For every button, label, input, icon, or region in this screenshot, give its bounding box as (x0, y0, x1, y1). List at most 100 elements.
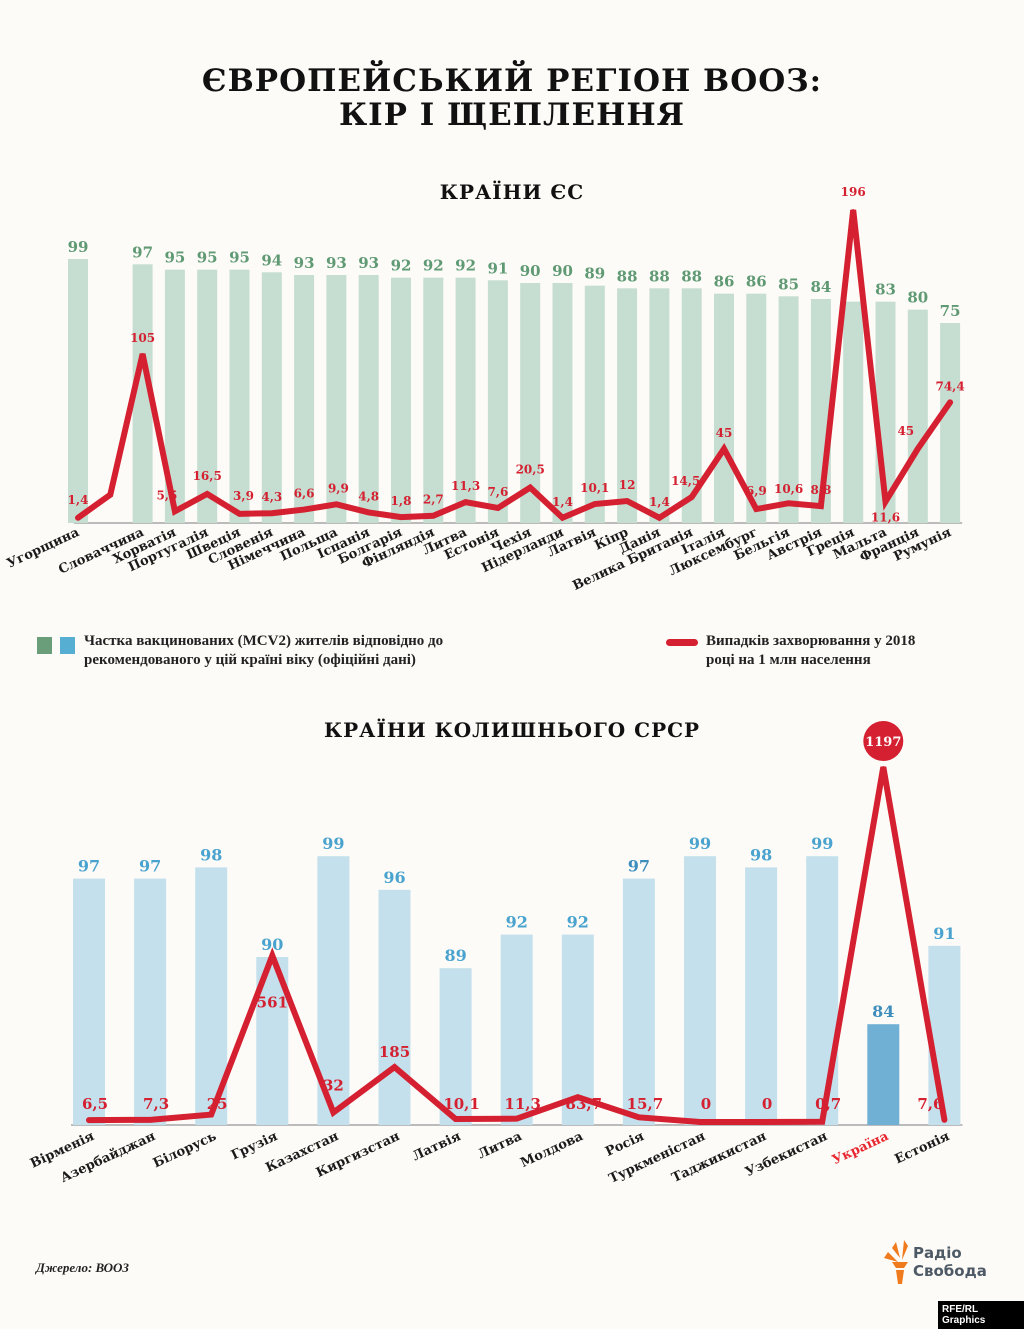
eu-cases-point (561, 516, 564, 519)
ussr-bar (378, 889, 411, 1125)
eu-cases-label: 10,1 (580, 481, 609, 495)
eu-cases-point (884, 500, 887, 503)
ussr-cases-point (332, 1111, 335, 1114)
ussr-category-label: Естонія (893, 1129, 953, 1168)
eu-cases-label: 45 (716, 426, 733, 440)
ussr-bar (439, 968, 472, 1125)
legend-line-swatch (666, 639, 698, 646)
legend-line: Випадків захворювання у 2018 році на 1 м… (706, 632, 915, 670)
eu-bar-value-label: 83 (875, 281, 896, 299)
ussr-bar (134, 878, 167, 1125)
eu-bar (197, 269, 218, 523)
ussr-bar-value-label: 99 (322, 834, 344, 853)
ussr-bar-value-label: 97 (139, 857, 161, 876)
eu-bar-value-label: 95 (229, 249, 250, 267)
eu-bar-value-label: 93 (294, 254, 315, 272)
ussr-cases-label: 7,3 (143, 1095, 169, 1113)
eu-cases-point (141, 352, 144, 355)
eu-bar-value-label: 93 (326, 254, 347, 272)
eu-bar (649, 288, 670, 523)
credit-badge: RFE/RL Graphics (938, 1301, 1024, 1329)
eu-cases-point (658, 516, 661, 519)
ussr-bar-value-label: 84 (872, 1002, 894, 1021)
ussr-cases-point (576, 1096, 579, 1099)
eu-cases-point (464, 501, 467, 504)
eu-bar-value-label: 88 (617, 267, 638, 285)
eu-cases-label: 6,6 (294, 487, 315, 501)
ussr-bar-value-label: 89 (444, 946, 466, 965)
eu-bar (907, 309, 928, 523)
eu-cases-label: 7,6 (487, 485, 508, 499)
eu-cases-point (77, 516, 79, 519)
ussr-bar-value-label: 97 (78, 857, 100, 876)
eu-cases-point (949, 401, 952, 404)
eu-bar (746, 293, 767, 523)
ussr-bar-value-label: 92 (567, 913, 589, 932)
ussr-cases-point (699, 1121, 701, 1123)
eu-cases-point (400, 516, 402, 519)
ussr-cases-label: 561 (257, 994, 288, 1012)
eu-bar (487, 280, 508, 523)
ussr-cases-point (454, 1118, 457, 1121)
ussr-category-label: Росія (603, 1129, 647, 1160)
legend-bars: Частка вакцинованих (MCV2) жителів відпо… (84, 632, 443, 670)
eu-bar (552, 283, 573, 523)
eu-cases-label: 11,6 (871, 511, 900, 525)
eu-cases-label: 105 (130, 331, 155, 345)
eu-bar-value-label: 95 (197, 249, 218, 267)
ussr-cases-point (943, 1118, 946, 1121)
eu-bar (132, 264, 153, 523)
ussr-bar-value-label: 99 (811, 834, 833, 853)
eu-cases-label: 74,4 (935, 379, 964, 393)
eu-bar (617, 288, 638, 523)
logo-text: Радіо Свобода (913, 1244, 987, 1280)
eu-bar (68, 259, 88, 523)
ussr-cases-label: 83,7 (566, 1095, 603, 1113)
eu-cases-label: 45 (897, 424, 914, 438)
eu-cases-point (432, 514, 435, 517)
eu-cases-label: 5,5 (156, 488, 177, 502)
eu-cases-point (270, 512, 273, 515)
eu-bar (164, 269, 185, 523)
ussr-cases-label: 25 (207, 1095, 228, 1113)
eu-cases-point (819, 505, 822, 508)
legend-blue-swatch (60, 637, 75, 654)
eu-bar-value-label: 86 (714, 273, 735, 291)
ussr-cases-point (637, 1116, 640, 1119)
ussr-bar-value-label: 99 (689, 834, 711, 853)
ussr-bar-value-label: 91 (933, 924, 955, 943)
ussr-cases-point (210, 1113, 213, 1116)
eu-bar (294, 275, 315, 523)
eu-cases-label: 16,5 (193, 469, 222, 483)
ussr-cases-label: 6,5 (82, 1095, 108, 1113)
legend-bars-line1: Частка вакцинованих (MCV2) жителів відпо… (84, 633, 444, 649)
eu-bar-value-label: 90 (520, 262, 541, 280)
eu-cases-label: 11,3 (451, 479, 480, 493)
ussr-cases-label: 15,7 (627, 1095, 664, 1113)
eu-bar (358, 275, 379, 523)
ussr-bar (806, 856, 839, 1125)
logo-line1: Радіо (913, 1244, 962, 1262)
eu-cases-point (690, 496, 693, 499)
ussr-cases-label: 0,7 (815, 1095, 841, 1113)
eu-bar-value-label: 88 (649, 267, 670, 285)
eu-bar-value-label: 92 (423, 257, 444, 275)
ussr-bar (928, 945, 961, 1125)
legend-green-swatch (37, 637, 52, 654)
legend-line-line1: Випадків захворювання у 2018 (706, 633, 916, 649)
ussr-cases-point (515, 1117, 518, 1120)
eu-bar-value-label: 97 (132, 243, 153, 261)
eu-cases-label: 1,8 (391, 494, 412, 508)
legend-bars-line2: рекомендованого у цій країні віку (офіці… (84, 652, 416, 668)
eu-bar-value-label: 86 (746, 273, 767, 291)
source-note: Джерело: ВООЗ (36, 1260, 130, 1275)
eu-cases-point (238, 512, 241, 515)
eu-cases-point (787, 502, 790, 505)
eu-bar (584, 285, 605, 523)
main-title-line2: КІР І ЩЕПЛЕННЯ (338, 97, 686, 133)
ussr-cases-label: 32 (323, 1077, 344, 1095)
legend-line-line2: році на 1 млн населення (706, 652, 871, 668)
eu-cases-point (335, 503, 338, 506)
eu-cases-point (496, 506, 499, 509)
